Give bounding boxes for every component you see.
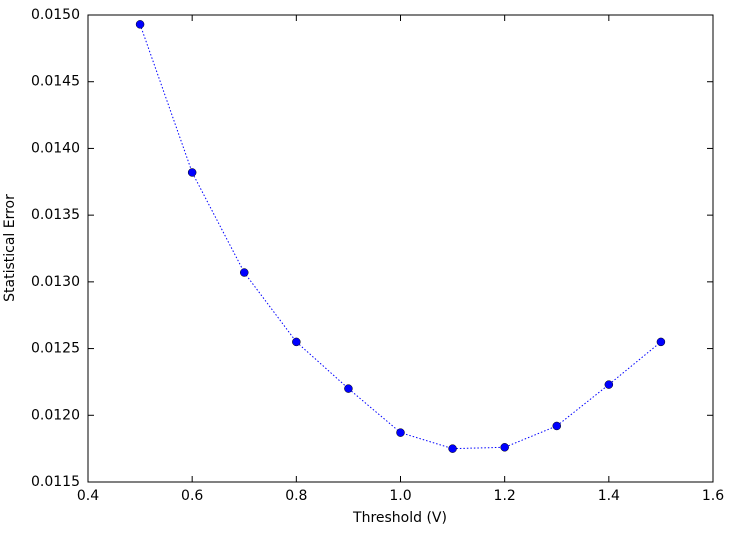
data-point — [240, 268, 249, 277]
data-point — [187, 168, 197, 177]
y-tick-label: 0.0130 — [31, 274, 80, 290]
x-tick-label: 1.6 — [702, 488, 724, 504]
data-point — [604, 380, 614, 389]
y-tick-label: 0.0125 — [31, 341, 80, 357]
data-point — [396, 428, 405, 437]
y-tick-label: 0.0120 — [31, 407, 80, 423]
plot-frame — [87, 14, 714, 483]
data-point — [552, 421, 561, 431]
data-point — [500, 443, 509, 452]
x-tick-label: 1.0 — [389, 488, 411, 504]
y-tick-label: 0.0150 — [31, 7, 80, 23]
x-tick-label: 1.4 — [598, 488, 620, 504]
y-axis-label: Statistical Error — [2, 194, 18, 302]
x-tick-label: 0.6 — [181, 488, 203, 504]
y-tick-label: 0.0115 — [31, 474, 80, 490]
x-tick-label: 0.4 — [77, 488, 99, 504]
data-point — [344, 384, 353, 393]
data-point — [292, 337, 301, 347]
y-tick-label: 0.0145 — [31, 74, 80, 90]
data-point — [135, 20, 145, 29]
y-tick-label: 0.0140 — [31, 140, 80, 156]
y-tick-label: 0.0135 — [31, 207, 80, 223]
data-point — [656, 337, 666, 347]
data-point — [448, 444, 457, 453]
x-axis-label: Threshold (V) — [352, 510, 447, 526]
x-tick-label: 0.8 — [285, 488, 307, 504]
x-tick-label: 1.2 — [494, 488, 516, 504]
